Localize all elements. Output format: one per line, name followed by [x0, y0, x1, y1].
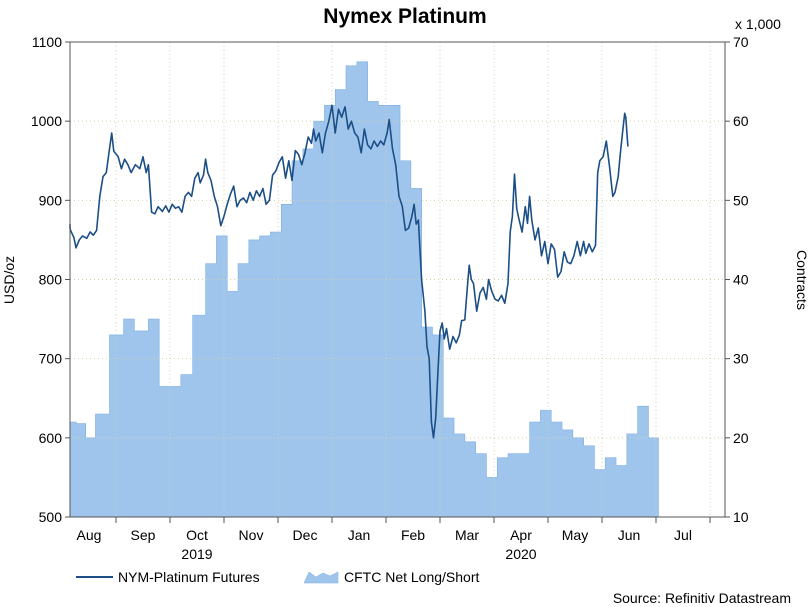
- left-tick-label-1: 600: [39, 430, 63, 446]
- left-tick-label-3: 800: [39, 272, 63, 288]
- right-tick-label-0: 10: [733, 509, 749, 525]
- platinum-line-layer: [69, 104, 629, 439]
- month-label-dec: Dec: [293, 527, 318, 543]
- right-tick-label-6: 70: [733, 34, 749, 50]
- month-label-jul: Jul: [674, 527, 692, 543]
- month-label-jun: Jun: [618, 527, 641, 543]
- month-label-sep: Sep: [131, 527, 156, 543]
- left-tick-label-2: 700: [39, 351, 63, 367]
- source-note: Source: Refinitiv Datastream: [613, 590, 791, 606]
- left-tick-label-4: 900: [39, 192, 63, 208]
- left-tick-label-0: 500: [39, 509, 63, 525]
- month-label-feb: Feb: [401, 527, 425, 543]
- legend-area-swatch: [303, 571, 339, 584]
- month-label-apr: Apr: [510, 527, 532, 543]
- cftc-area-layer: [69, 61, 659, 518]
- legend: NYM-Platinum Futures CFTC Net Long/Short: [76, 569, 479, 585]
- right-tick-label-2: 30: [733, 351, 749, 367]
- month-label-oct: Oct: [186, 527, 208, 543]
- year-label-2020: 2020: [505, 546, 536, 562]
- right-tick-label-3: 40: [733, 272, 749, 288]
- right-tick-label-1: 20: [733, 430, 749, 446]
- month-label-jan: Jan: [348, 527, 371, 543]
- axes: 500 600 700 800 900 1000 1100 10 20 30 40 50 60 70 Aug…: [31, 34, 749, 562]
- month-label-mar: Mar: [455, 527, 479, 543]
- right-tick-label-4: 50: [733, 192, 749, 208]
- month-label-nov: Nov: [239, 527, 264, 543]
- platinum-futures-line: [69, 104, 629, 439]
- right-axis-label: Contracts: [794, 250, 810, 310]
- month-label-may: May: [562, 527, 588, 543]
- legend-label-cftc: CFTC Net Long/Short: [344, 569, 479, 585]
- cftc-net-area: [69, 61, 659, 518]
- right-axis-multiplier: x 1,000: [735, 16, 781, 32]
- year-label-2019: 2019: [181, 546, 212, 562]
- left-axis-label: USD/oz: [1, 256, 17, 304]
- right-tick-label-5: 60: [733, 113, 749, 129]
- left-tick-label-6: 1100: [32, 34, 62, 50]
- left-tick-label-5: 1000: [31, 113, 62, 129]
- legend-label-platinum: NYM-Platinum Futures: [118, 569, 260, 585]
- month-label-aug: Aug: [77, 527, 102, 543]
- chart-title: Nymex Platinum: [323, 5, 486, 28]
